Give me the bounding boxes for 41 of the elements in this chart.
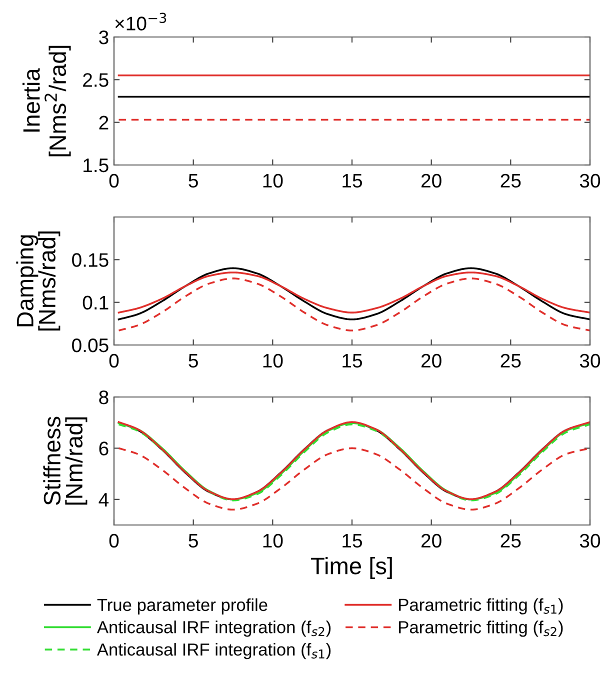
x-axis-title: Time [s]: [311, 557, 392, 580]
x-tick-label: 20: [422, 534, 442, 548]
y-tick-label: 3: [99, 30, 108, 44]
y-tick-label: 0.1: [82, 296, 108, 310]
y-tick-label: 4: [98, 493, 109, 506]
x-tick-label: 15: [342, 174, 362, 188]
x-tick-label: 10: [263, 354, 283, 368]
x-tick-label: 5: [188, 174, 198, 188]
x-tick-label: 5: [188, 354, 198, 368]
legend-label: Parametric fitting (f$_{s2}$): [399, 620, 563, 637]
x-tick-label: 5: [188, 534, 198, 548]
y-tick-label: 2.5: [83, 73, 108, 87]
x-tick-label: 15: [342, 354, 362, 368]
y-axis-title: Inertia [Nms$^{2}$/rad]: [22, 46, 71, 156]
x-tick-label: 25: [500, 534, 521, 548]
y-tick-label: 2: [99, 116, 108, 130]
y-tick-label: 0.05: [72, 338, 108, 352]
legend-label: True parameter profile: [97, 598, 268, 614]
legend-label: Anticausal IRF integration (f$_{s1}$): [96, 642, 331, 660]
x-tick-label: 0: [109, 534, 119, 548]
y-tick-label: 0.15: [72, 253, 108, 267]
x-tick-label: 20: [422, 174, 442, 188]
x-tick-label: 0: [109, 174, 119, 188]
text: ×10$^{−3}$: [115, 12, 166, 30]
y-tick-label: 8: [99, 390, 108, 404]
y-tick-label: 6: [99, 442, 108, 456]
x-tick-label: 30: [580, 174, 600, 188]
x-tick-label: 20: [422, 354, 442, 368]
legend-label: Parametric fitting (f$_{s1}$): [399, 598, 563, 614]
y-axis-title: Stiffness [Nm/rad]: [43, 416, 88, 505]
x-tick-label: 30: [580, 354, 600, 368]
x-tick-label: 0: [109, 354, 119, 368]
x-tick-label: 25: [500, 354, 521, 368]
x-tick-label: 25: [500, 174, 521, 188]
x-tick-label: 15: [342, 534, 362, 548]
x-tick-label: 10: [263, 534, 283, 548]
x-tick-label: 10: [263, 174, 283, 188]
y-tick-label: 1.5: [84, 158, 108, 172]
x-tick-label: 30: [580, 534, 600, 548]
y-axis-title: Damping [Nms/rad]: [16, 232, 60, 330]
legend-label: Anticausal IRF integration (f$_{s2}$): [96, 620, 331, 637]
